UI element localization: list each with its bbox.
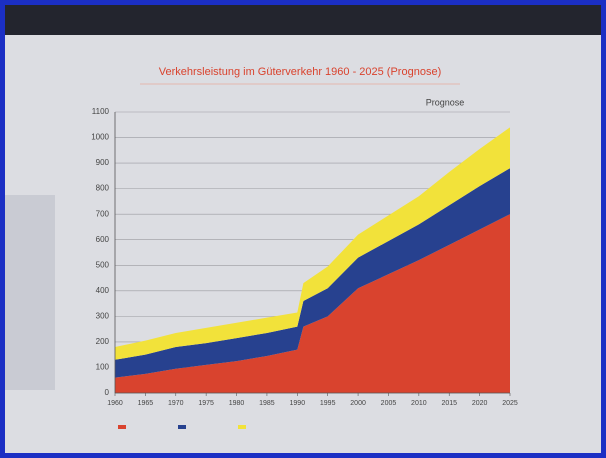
x-tick-label: 1995 [320,400,336,407]
x-tick-label: 1980 [229,400,245,407]
x-tick-label: 2010 [411,400,427,407]
x-tick-label: 1975 [198,400,214,407]
legend-swatch [238,425,246,429]
top-band [5,5,601,35]
x-tick-label: 1990 [290,400,306,407]
x-tick-label: 2025 [502,400,518,407]
x-tick-label: 2015 [441,400,457,407]
y-tick-label: 200 [96,337,110,346]
y-tick-label: 400 [96,286,110,295]
area [115,214,510,393]
legend-swatch [178,425,186,429]
y-tick-label: 600 [96,235,110,244]
x-tick-label: 1970 [168,400,184,407]
x-tick-label: 1965 [138,400,154,407]
y-tick-label: 800 [96,184,110,193]
y-tick-label: 300 [96,311,110,320]
y-tick-label: 1000 [91,133,109,142]
y-tick-label: 900 [96,158,110,167]
area [115,168,510,378]
x-tick-label: 1960 [107,400,123,407]
chart-title: Verkehrsleistung im Güterverkehr 1960 - … [159,66,441,78]
annotation: Prognose [426,97,465,107]
y-tick-label: 500 [96,260,110,269]
x-tick-label: 2020 [472,400,488,407]
legend-swatch [118,425,126,429]
y-tick-label: 1100 [92,107,110,116]
x-tick-label: 2000 [350,400,366,407]
y-tick-label: 100 [96,363,110,372]
y-tick-label: 0 [105,388,110,397]
y-tick-label: 700 [96,209,110,218]
legend [118,425,246,429]
x-tick-label: 1985 [259,400,275,407]
x-tick-label: 2005 [381,400,397,407]
side-table [5,195,55,390]
